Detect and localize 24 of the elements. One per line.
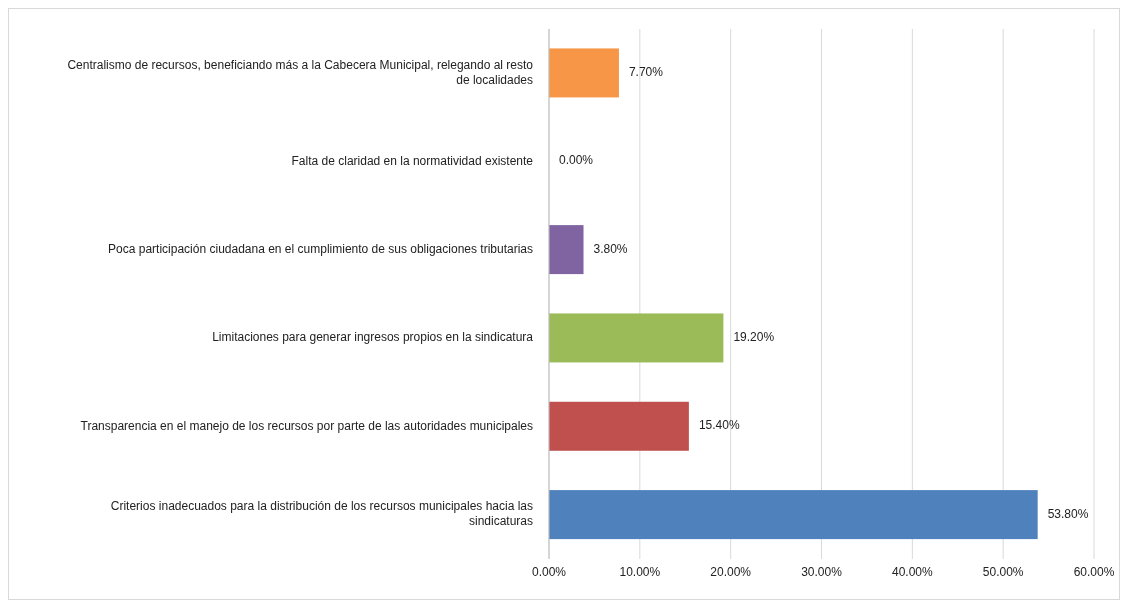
y-tick-label: Centralismo de recursos, beneficiando más a la Cabecera Municipal, relegando al resto de localidades xyxy=(67,57,534,87)
y-tick-label: Falta de claridad en la normatividad existente xyxy=(291,153,534,168)
x-tick-label: 50.00% xyxy=(982,564,1024,579)
data-label: 19.20% xyxy=(733,330,775,345)
bar xyxy=(549,313,724,363)
x-tick-label: 60.00% xyxy=(1073,564,1115,579)
bar xyxy=(549,401,689,451)
data-label: 0.00% xyxy=(559,153,594,168)
x-tick-label: 0.00% xyxy=(531,564,567,579)
y-tick-label: Criterios inadecuados para la distribución de los recursos municipales hacia las sindicaturas xyxy=(110,499,533,529)
data-label: 15.40% xyxy=(698,418,740,433)
bar xyxy=(549,48,619,98)
bar xyxy=(549,225,584,275)
x-tick-label: 10.00% xyxy=(619,564,661,579)
bar xyxy=(549,490,1038,540)
x-tick-label: 30.00% xyxy=(801,564,843,579)
x-tick-label: 40.00% xyxy=(891,564,934,579)
data-label: 3.80% xyxy=(593,241,628,256)
data-label: 7.70% xyxy=(628,65,664,80)
data-label: 53.80% xyxy=(1047,506,1089,521)
x-tick-label: 20.00% xyxy=(710,564,752,579)
y-tick-label: Limitaciones para generar ingresos propios en la sindicatura xyxy=(212,330,534,345)
y-tick-label: Transparencia en el manejo de los recursos por parte de las autoridades municipales xyxy=(80,418,533,433)
y-tick-label: Poca participación ciudadana en el cumplimiento de sus obligaciones tributarias xyxy=(108,242,533,257)
